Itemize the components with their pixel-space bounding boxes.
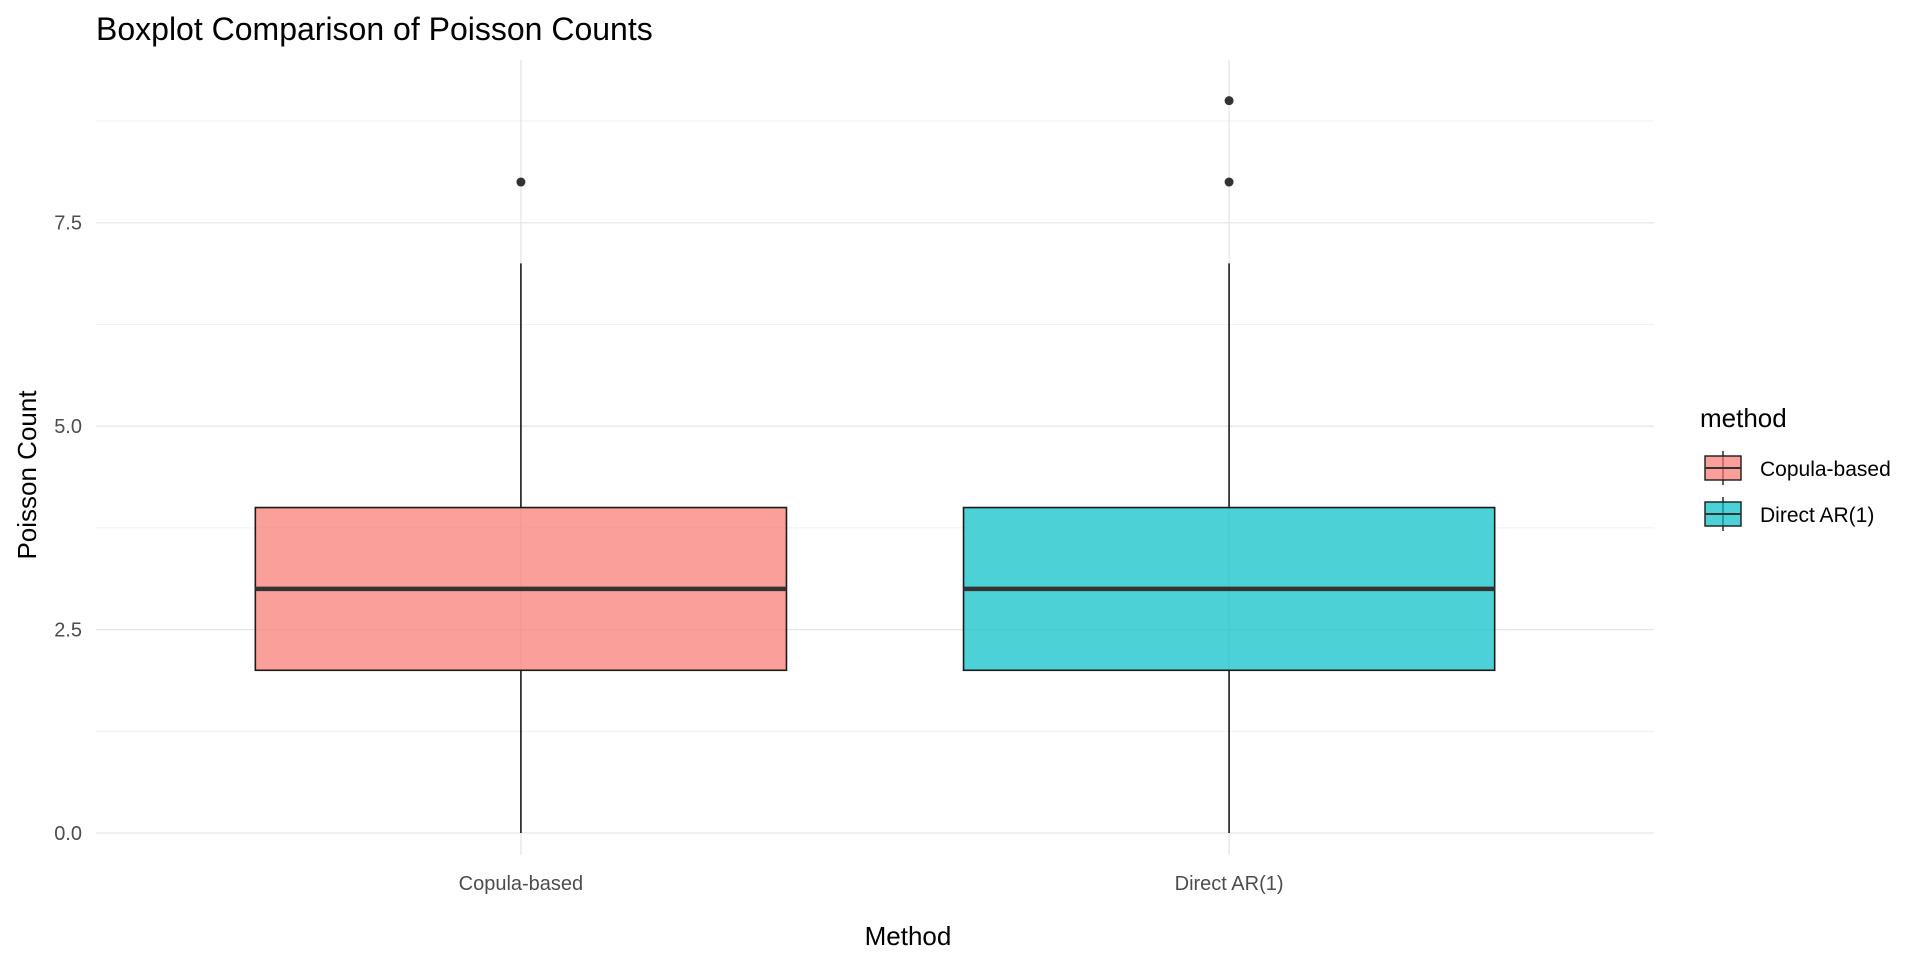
y-tick-label: 0.0	[54, 823, 82, 845]
x-axis-ticks: Copula-based Direct AR(1)	[459, 873, 1284, 895]
x-axis-title: Method	[865, 921, 952, 951]
outlier-point	[1224, 177, 1234, 187]
legend-title: method	[1700, 403, 1787, 433]
legend-item: Direct AR(1)	[1704, 497, 1874, 531]
legend-label: Direct AR(1)	[1760, 504, 1874, 527]
y-tick-label: 5.0	[54, 416, 82, 438]
chart-title: Boxplot Comparison of Poisson Counts	[96, 11, 653, 47]
y-axis-ticks: 0.0 2.5 5.0 7.5	[54, 213, 82, 845]
boxes	[254, 96, 1496, 834]
legend: method Copula-based Direct AR(1)	[1700, 403, 1891, 531]
y-tick-label: 2.5	[54, 620, 82, 642]
y-tick-label: 7.5	[54, 213, 82, 235]
outlier-point	[1224, 96, 1234, 106]
y-axis-title: Poisson Count	[12, 390, 42, 560]
x-tick-label: Copula-based	[459, 873, 584, 895]
legend-item: Copula-based	[1704, 451, 1891, 485]
outlier-point	[516, 177, 526, 187]
box-copula-based	[254, 177, 788, 834]
x-tick-label: Direct AR(1)	[1175, 873, 1284, 895]
grid-lines	[96, 60, 1654, 855]
box-direct-ar-1	[962, 96, 1496, 834]
legend-label: Copula-based	[1760, 458, 1891, 481]
